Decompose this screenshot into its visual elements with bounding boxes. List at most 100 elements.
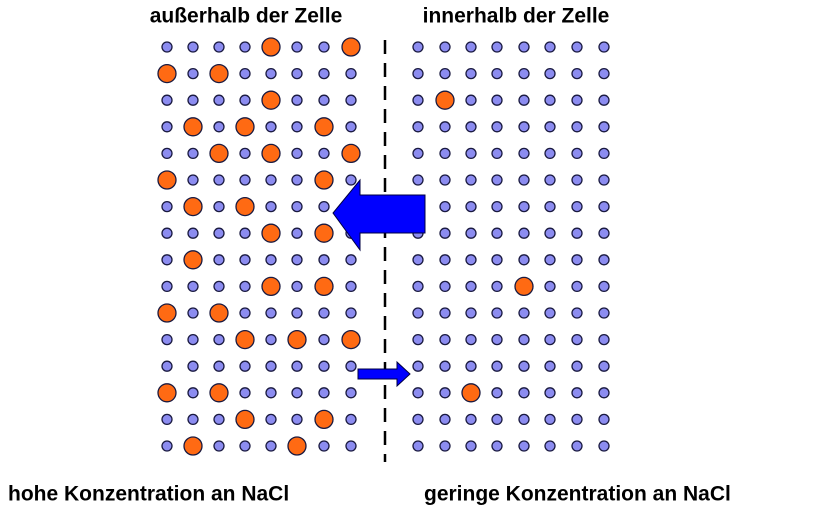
ion <box>235 329 255 350</box>
water-molecule <box>491 387 503 399</box>
water-molecule <box>571 413 583 426</box>
water-molecule <box>412 387 424 399</box>
water-molecule <box>544 360 556 372</box>
water-molecule <box>544 147 556 160</box>
water-molecule <box>318 360 330 372</box>
water-molecule <box>239 227 251 239</box>
water-molecule <box>239 360 251 372</box>
water-molecule <box>187 227 199 239</box>
water-molecule <box>518 121 530 133</box>
water-molecule <box>465 94 477 106</box>
ion <box>514 276 534 297</box>
water-molecule <box>318 67 330 80</box>
water-molecule <box>161 254 173 266</box>
ion <box>157 303 177 323</box>
water-molecule <box>465 333 477 346</box>
water-molecule <box>465 227 477 239</box>
water-molecule <box>598 174 610 186</box>
water-molecule <box>544 67 556 80</box>
small-arrow <box>357 360 411 388</box>
water-molecule <box>439 440 451 452</box>
water-molecule <box>491 41 503 53</box>
water-molecule <box>465 121 477 133</box>
high-concentration-label: hohe Konzentration an NaCl <box>8 483 289 506</box>
water-molecule <box>439 413 451 426</box>
water-molecule <box>239 41 251 53</box>
water-molecule <box>465 360 477 372</box>
ion <box>209 143 229 164</box>
water-molecule <box>412 333 424 346</box>
water-molecule <box>239 280 251 293</box>
water-molecule <box>318 387 330 399</box>
water-molecule <box>571 307 583 319</box>
water-molecule <box>518 200 530 213</box>
low-concentration-label: geringe Konzentration an NaCl <box>424 483 731 506</box>
water-molecule <box>571 333 583 346</box>
water-molecule <box>345 121 357 133</box>
water-molecule <box>518 94 530 106</box>
water-molecule <box>465 200 477 213</box>
water-molecule <box>439 254 451 266</box>
water-molecule <box>161 94 173 106</box>
water-molecule <box>239 254 251 266</box>
water-molecule <box>544 121 556 133</box>
outside-label: außerhalb der Zelle <box>150 5 343 28</box>
water-molecule <box>465 41 477 53</box>
ion <box>261 276 281 297</box>
water-molecule <box>345 387 357 399</box>
water-molecule <box>598 387 610 399</box>
water-molecule <box>544 174 556 186</box>
water-molecule <box>544 227 556 239</box>
water-molecule <box>439 67 451 80</box>
water-molecule <box>518 227 530 239</box>
water-molecule <box>439 121 451 133</box>
water-molecule <box>412 307 424 319</box>
water-molecule <box>412 121 424 133</box>
water-molecule <box>439 387 451 399</box>
water-molecule <box>318 254 330 266</box>
water-molecule <box>291 200 303 213</box>
water-molecule <box>491 147 503 160</box>
water-molecule <box>571 440 583 452</box>
water-molecule <box>412 94 424 106</box>
water-molecule <box>239 67 251 80</box>
ion <box>209 383 229 403</box>
water-molecule <box>291 413 303 426</box>
water-molecule <box>291 360 303 372</box>
water-molecule <box>239 147 251 160</box>
water-molecule <box>213 333 225 346</box>
water-molecule <box>213 254 225 266</box>
water-molecule <box>345 440 357 452</box>
water-molecule <box>265 333 277 346</box>
water-molecule <box>265 67 277 80</box>
water-molecule <box>491 440 503 452</box>
water-molecule <box>518 413 530 426</box>
water-molecule <box>598 307 610 319</box>
water-molecule <box>412 360 424 372</box>
water-molecule <box>544 440 556 452</box>
ion <box>314 223 334 243</box>
water-molecule <box>598 41 610 53</box>
water-molecule <box>239 174 251 186</box>
water-molecule <box>291 41 303 53</box>
water-molecule <box>598 200 610 213</box>
water-molecule <box>439 307 451 319</box>
large-arrow <box>332 178 426 252</box>
water-molecule <box>439 174 451 186</box>
ion <box>183 250 203 270</box>
water-molecule <box>187 307 199 319</box>
water-molecule <box>412 413 424 426</box>
water-molecule <box>345 280 357 293</box>
water-molecule <box>265 440 277 452</box>
water-molecule <box>412 41 424 53</box>
water-molecule <box>318 200 330 213</box>
water-molecule <box>465 307 477 319</box>
ion <box>235 196 255 217</box>
water-molecule <box>544 307 556 319</box>
water-molecule <box>291 67 303 80</box>
water-molecule <box>598 440 610 452</box>
water-molecule <box>213 41 225 53</box>
water-molecule <box>345 174 357 186</box>
water-molecule <box>544 94 556 106</box>
water-molecule <box>187 413 199 426</box>
